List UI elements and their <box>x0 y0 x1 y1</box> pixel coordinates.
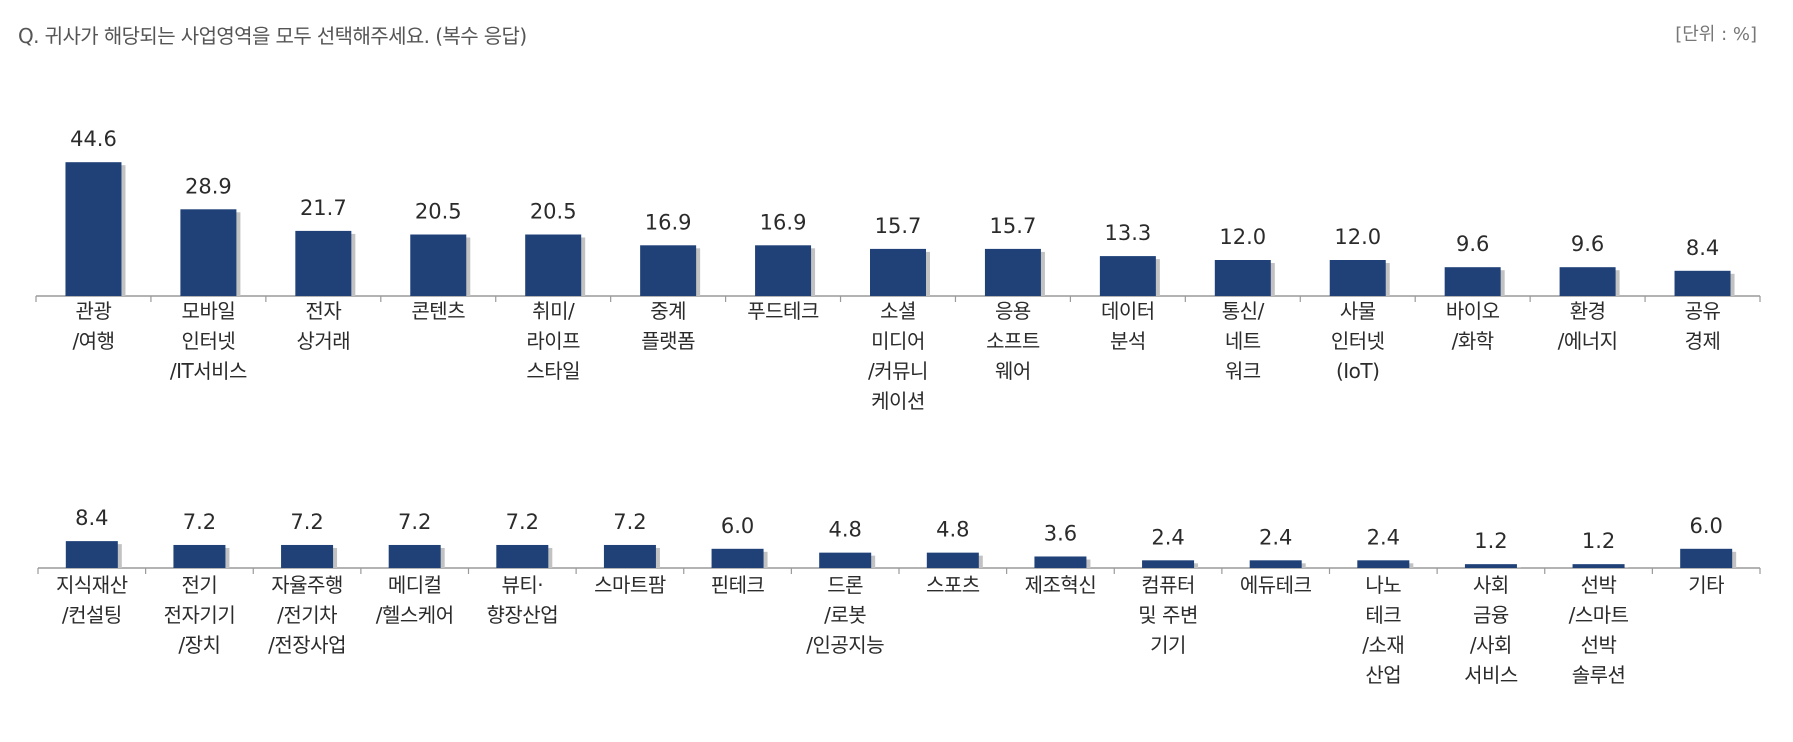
value-label: 7.2 <box>613 510 646 534</box>
bar <box>819 552 872 568</box>
value-label: 4.8 <box>936 518 969 542</box>
bar <box>1357 560 1410 568</box>
category-label: 모바일 인터넷/IT서비스 <box>170 299 247 383</box>
category-label: 취미/라이프 스타일 <box>526 299 580 383</box>
category-label: 데이터 분석 <box>1101 299 1155 353</box>
value-label: 3.6 <box>1044 521 1077 545</box>
bar <box>603 544 656 568</box>
value-label: 44.6 <box>70 127 117 151</box>
bar <box>1674 270 1731 296</box>
bar <box>410 234 467 296</box>
value-label: 9.6 <box>1571 232 1604 256</box>
value-label: 28.9 <box>185 174 232 198</box>
bar <box>1559 267 1616 296</box>
bar <box>1249 560 1302 568</box>
category-label: 관광/여행 <box>72 299 114 353</box>
category-label: 드론/로봇/인공지능 <box>806 573 884 657</box>
category-label: 소셜 미디어/커뮤니 케이션 <box>868 299 928 413</box>
bar <box>173 544 226 568</box>
category-label: 통신/네트 워크 <box>1222 299 1265 383</box>
category-label: 전기 전자기기/장치 <box>164 573 236 657</box>
chart-panel-1: 44.6 관광/여행 28.9 모바일 인터넷/IT서비스 21.7 전자 상거래 20.5 콘텐… <box>35 127 1761 413</box>
value-label: 7.2 <box>398 510 431 534</box>
bar <box>1099 256 1156 296</box>
category-label: 콘텐츠 <box>411 299 465 323</box>
bar <box>388 544 441 568</box>
category-label: 메디컬/헬스케어 <box>376 573 454 627</box>
value-label: 15.7 <box>875 214 922 238</box>
category-label: 공유 경제 <box>1685 299 1721 353</box>
category-label: 자율주행/전기차/전장사업 <box>268 573 346 657</box>
category-label: 기타 <box>1688 573 1724 597</box>
category-label: 스포츠 <box>926 573 980 597</box>
bar <box>65 162 122 296</box>
category-label: 나노 테크/소재 산업 <box>1362 573 1404 687</box>
category-label: 핀테크 <box>711 573 765 597</box>
bar <box>1680 548 1733 568</box>
category-label: 스마트팜 <box>594 573 666 597</box>
bar <box>1464 564 1517 568</box>
question-title: Q. 귀사가 해당되는 사업영역을 모두 선택해주세요. (복수 응답) <box>18 24 527 48</box>
bar <box>711 548 764 568</box>
category-label: 지식재산/컨설팅 <box>56 573 128 627</box>
category-label: 전자 상거래 <box>296 299 350 353</box>
value-label: 15.7 <box>990 214 1037 238</box>
value-label: 1.2 <box>1474 529 1507 553</box>
bar <box>1214 260 1271 296</box>
bar <box>755 245 812 296</box>
bar <box>281 544 334 568</box>
bar <box>525 234 582 296</box>
value-label: 20.5 <box>530 200 577 224</box>
category-label: 사물 인터넷 (IoT) <box>1331 299 1385 383</box>
value-label: 6.0 <box>1689 514 1722 538</box>
bar <box>640 245 697 296</box>
category-label: 선박/스마트 선박 솔루션 <box>1569 573 1629 687</box>
value-label: 6.0 <box>721 514 754 538</box>
value-label: 2.4 <box>1367 525 1400 549</box>
bar <box>496 544 549 568</box>
value-label: 13.3 <box>1104 221 1151 245</box>
category-label: 제조혁신 <box>1025 573 1097 597</box>
bar <box>295 230 352 296</box>
category-label: 중계 플랫폼 <box>641 299 695 353</box>
bar <box>1444 267 1501 296</box>
bar <box>984 248 1041 296</box>
value-label: 4.8 <box>828 518 861 542</box>
unit-label: [단위 : %] <box>1675 24 1757 45</box>
value-label: 16.9 <box>760 210 807 234</box>
category-label: 환경/에너지 <box>1558 299 1618 353</box>
category-label: 푸드테크 <box>747 299 819 323</box>
category-label: 컴퓨터 및 주변 기기 <box>1138 573 1198 657</box>
bar <box>1329 260 1386 296</box>
value-label: 9.6 <box>1456 232 1489 256</box>
value-label: 21.7 <box>300 196 347 220</box>
bar <box>926 552 979 568</box>
value-label: 1.2 <box>1582 529 1615 553</box>
bar <box>1572 564 1625 568</box>
category-label: 뷰티· 향장산업 <box>487 573 559 627</box>
value-label: 7.2 <box>183 510 216 534</box>
bar <box>1142 560 1195 568</box>
value-label: 8.4 <box>75 506 108 530</box>
category-label: 에듀테크 <box>1240 573 1312 597</box>
value-label: 16.9 <box>645 210 692 234</box>
value-label: 2.4 <box>1259 525 1292 549</box>
value-label: 7.2 <box>506 510 539 534</box>
value-label: 12.0 <box>1334 225 1381 249</box>
value-label: 2.4 <box>1151 525 1184 549</box>
value-label: 12.0 <box>1219 225 1266 249</box>
chart-panel-2: 8.4 지식재산/컨설팅 7.2 전기 전자기기/장치 7.2 자율주행/전기차/전장사업 7… <box>37 506 1761 687</box>
bar <box>1034 556 1087 568</box>
category-label: 바이오/화학 <box>1446 299 1500 353</box>
category-label: 응용 소프트 웨어 <box>986 299 1040 383</box>
category-label: 사회 금융/사회 서비스 <box>1464 573 1518 687</box>
bar <box>65 541 118 568</box>
bar <box>180 209 237 296</box>
bar <box>870 248 926 296</box>
value-label: 20.5 <box>415 200 462 224</box>
value-label: 7.2 <box>290 510 323 534</box>
value-label: 8.4 <box>1686 236 1719 260</box>
